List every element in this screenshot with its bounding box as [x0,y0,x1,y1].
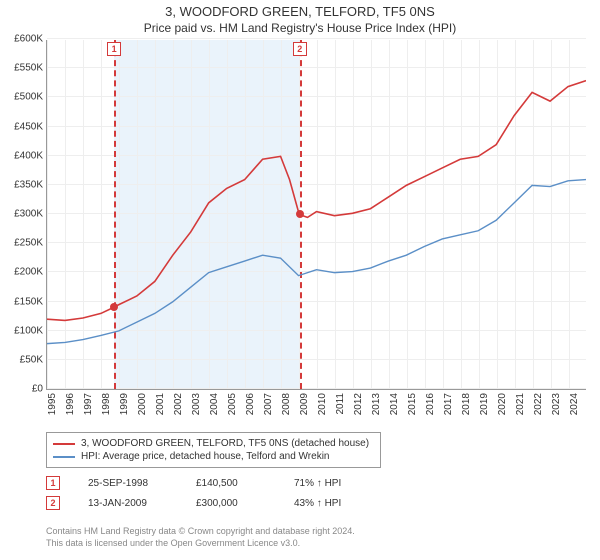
footer-attribution: Contains HM Land Registry data © Crown c… [46,526,355,549]
event-id-box: 2 [46,496,60,510]
x-tick-label: 2019 [479,393,490,415]
legend-swatch [53,443,75,445]
x-tick-label: 2012 [353,393,364,415]
x-tick-label: 1998 [101,393,112,415]
x-tick-label: 2004 [209,393,220,415]
event-date: 25-SEP-1998 [88,478,168,489]
footer-line2: This data is licensed under the Open Gov… [46,538,355,550]
title-subtitle: Price paid vs. HM Land Registry's House … [0,21,600,35]
y-tick-label: £600K [14,34,43,45]
x-tick-label: 1999 [119,393,130,415]
y-tick-label: £500K [14,92,43,103]
y-tick-label: £150K [14,296,43,307]
x-tick-label: 2008 [281,393,292,415]
x-tick-label: 2003 [191,393,202,415]
x-tick-label: 2022 [533,393,544,415]
legend-label: 3, WOODFORD GREEN, TELFORD, TF5 0NS (det… [81,438,369,449]
x-tick-label: 2018 [461,393,472,415]
legend-label: HPI: Average price, detached house, Telf… [81,451,330,462]
plot-area: £0£50K£100K£150K£200K£250K£300K£350K£400… [46,40,586,390]
y-tick-label: £450K [14,121,43,132]
x-tick-label: 2006 [245,393,256,415]
footer-line1: Contains HM Land Registry data © Crown c… [46,526,355,538]
chart-container: 3, WOODFORD GREEN, TELFORD, TF5 0NS Pric… [0,0,600,560]
y-tick-label: £200K [14,267,43,278]
y-tick-label: £250K [14,238,43,249]
series-line [47,81,586,321]
event-price: £300,000 [196,498,266,509]
x-tick-label: 2002 [173,393,184,415]
x-tick-label: 2024 [569,393,580,415]
x-tick-label: 2011 [335,393,346,415]
x-tick-label: 2007 [263,393,274,415]
x-tick-label: 2001 [155,393,166,415]
x-tick-label: 2013 [371,393,382,415]
price-dot [296,210,304,218]
event-delta: 43% ↑ HPI [294,498,341,509]
y-tick-label: £400K [14,150,43,161]
x-tick-label: 2000 [137,393,148,415]
series-svg [47,40,586,389]
x-tick-label: 2017 [443,393,454,415]
event-delta: 71% ↑ HPI [294,478,341,489]
y-tick-label: £550K [14,63,43,74]
event-table-row: 1 25-SEP-1998 £140,500 71% ↑ HPI [46,476,341,490]
event-price: £140,500 [196,478,266,489]
event-id-box: 1 [46,476,60,490]
event-table: 1 25-SEP-1998 £140,500 71% ↑ HPI 2 13-JAN-200… [46,476,341,516]
x-tick-label: 2023 [551,393,562,415]
series-line [47,180,586,344]
y-tick-label: £0 [32,384,43,395]
legend-row: HPI: Average price, detached house, Telf… [53,450,374,463]
title-block: 3, WOODFORD GREEN, TELFORD, TF5 0NS Pric… [0,0,600,35]
x-tick-label: 2021 [515,393,526,415]
event-table-row: 2 13-JAN-2009 £300,000 43% ↑ HPI [46,496,341,510]
title-address: 3, WOODFORD GREEN, TELFORD, TF5 0NS [0,4,600,19]
event-date: 13-JAN-2009 [88,498,168,509]
x-tick-label: 2009 [299,393,310,415]
x-tick-label: 1996 [65,393,76,415]
x-tick-label: 2014 [389,393,400,415]
x-tick-label: 2015 [407,393,418,415]
y-tick-label: £350K [14,179,43,190]
y-tick-label: £50K [20,354,43,365]
legend-box: 3, WOODFORD GREEN, TELFORD, TF5 0NS (det… [46,432,381,468]
legend-swatch [53,456,75,458]
legend-row: 3, WOODFORD GREEN, TELFORD, TF5 0NS (det… [53,437,374,450]
x-tick-label: 2010 [317,393,328,415]
x-tick-label: 1997 [83,393,94,415]
x-tick-label: 2005 [227,393,238,415]
x-tick-label: 2020 [497,393,508,415]
x-tick-label: 1995 [47,393,58,415]
y-tick-label: £100K [14,325,43,336]
price-dot [110,303,118,311]
y-tick-label: £300K [14,209,43,220]
x-tick-label: 2016 [425,393,436,415]
